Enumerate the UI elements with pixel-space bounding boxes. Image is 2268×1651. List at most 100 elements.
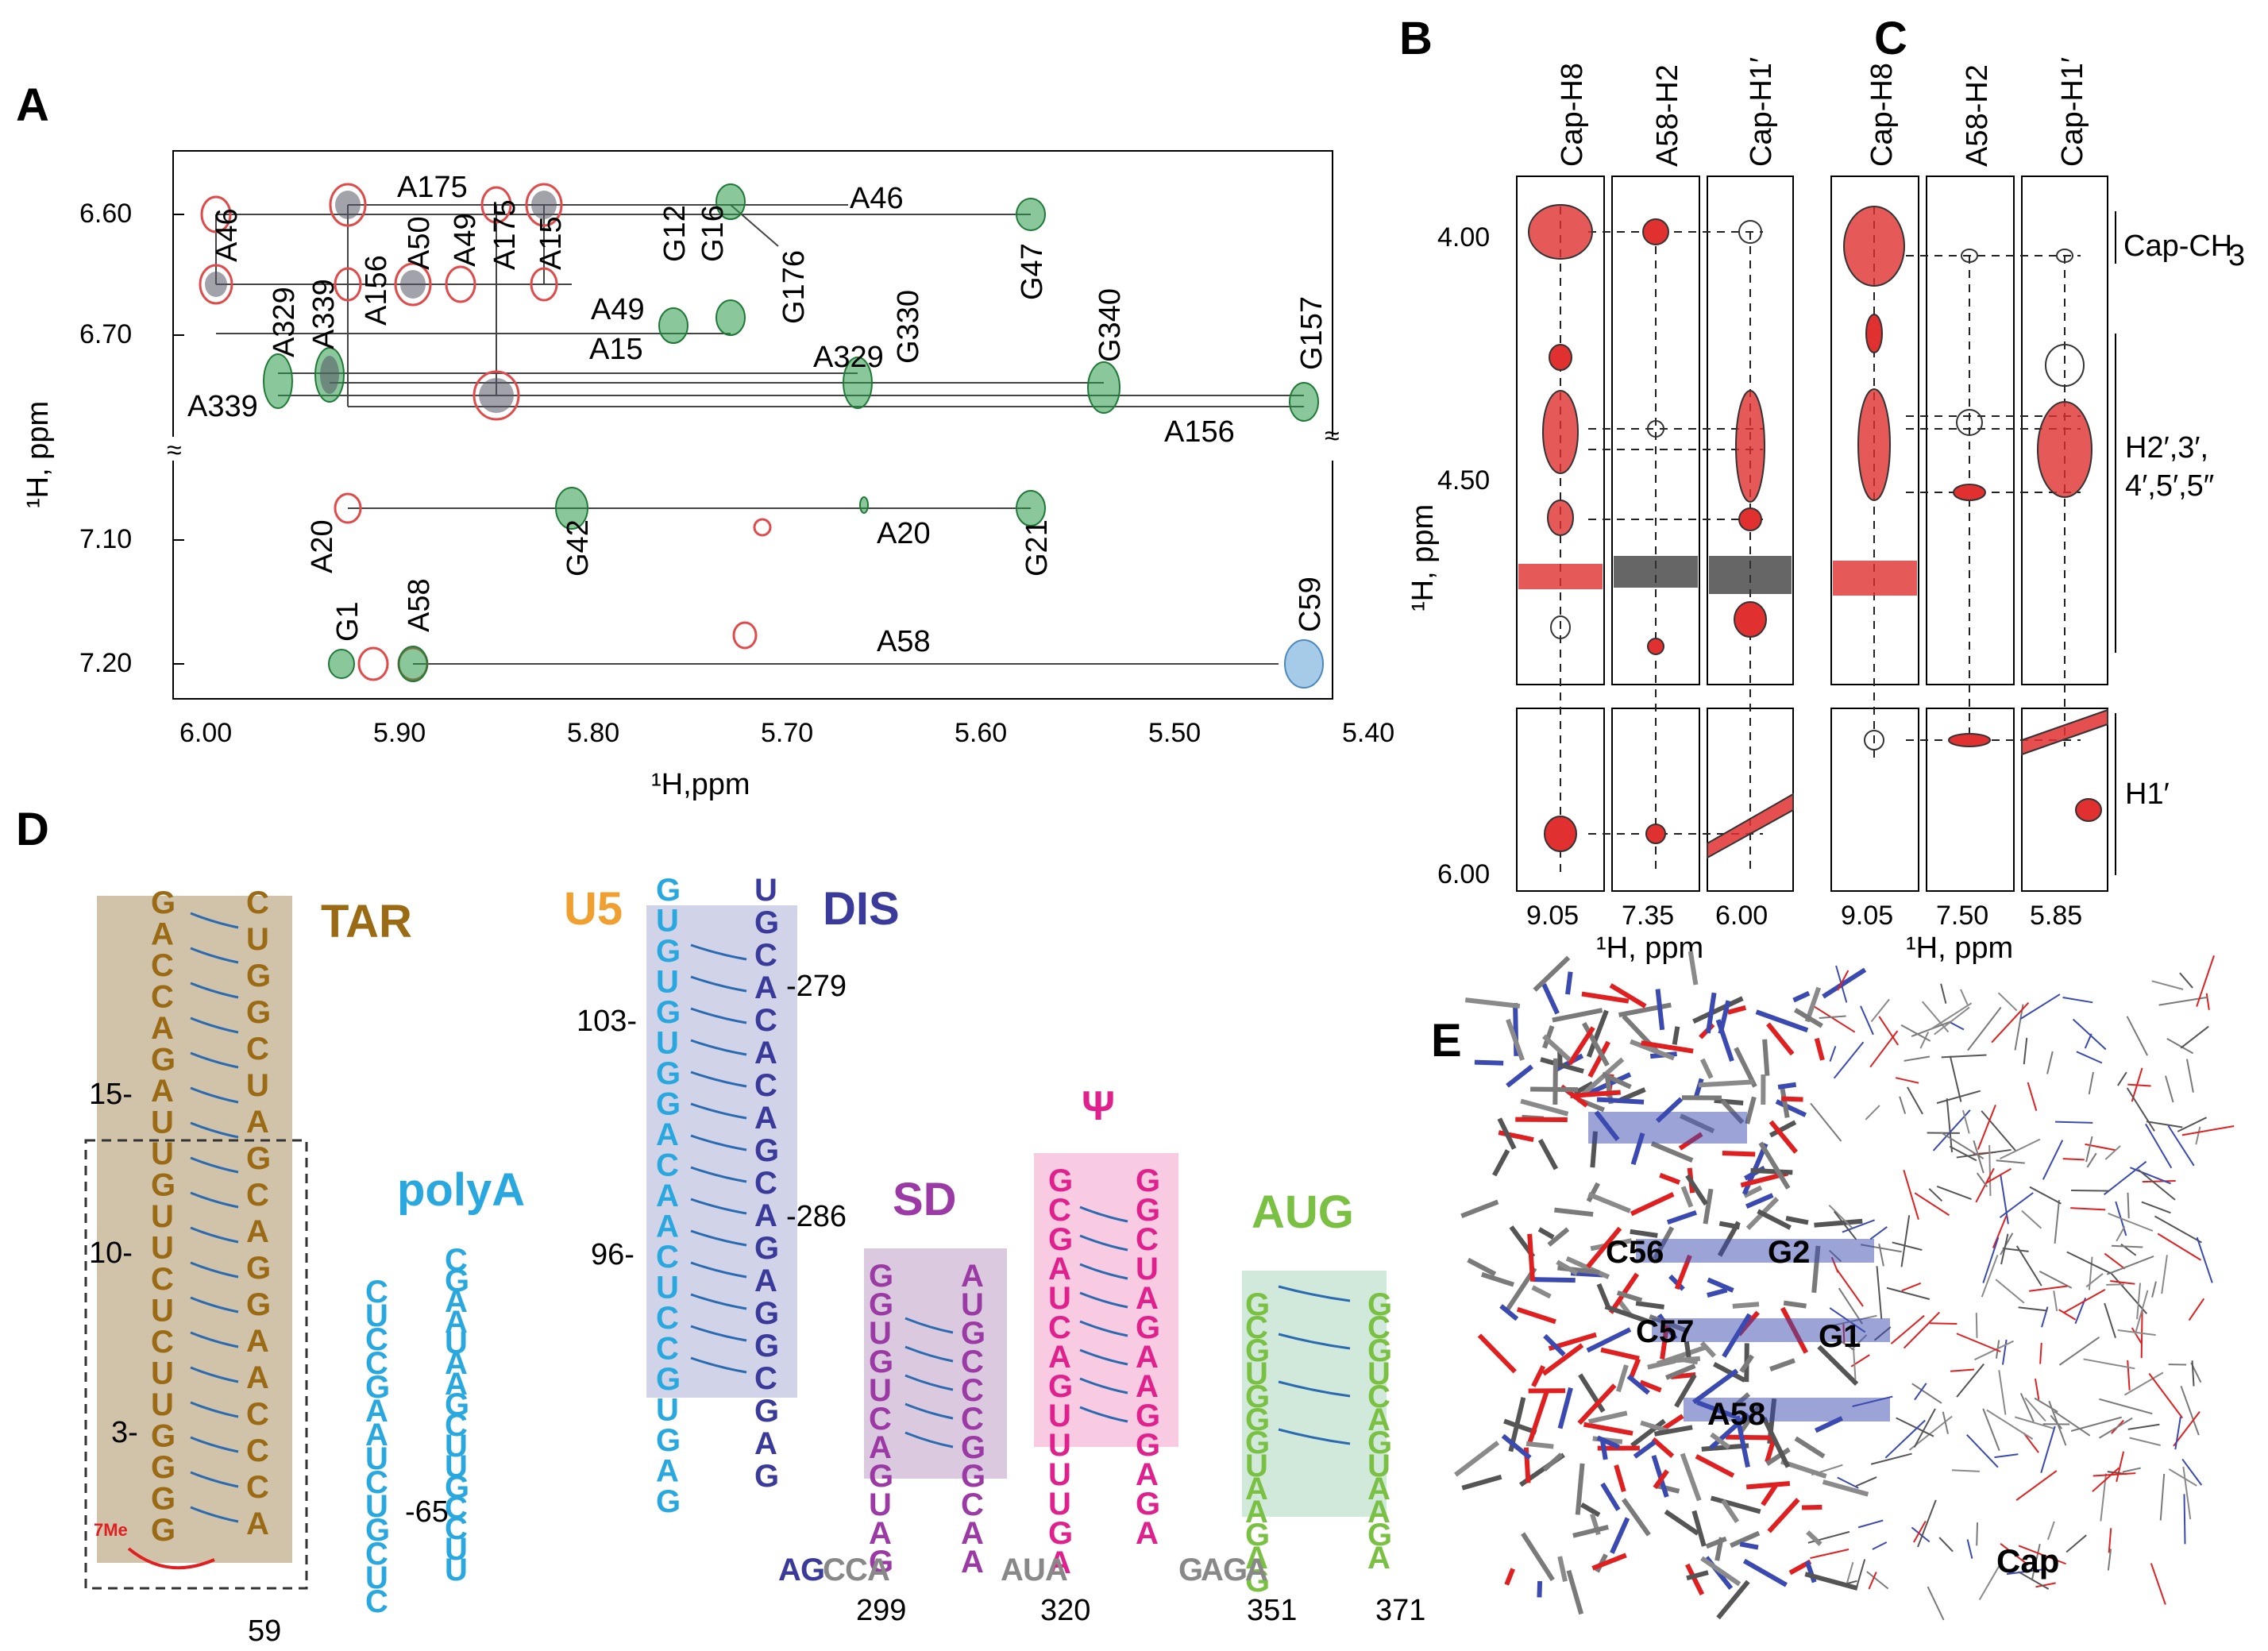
bond-stick <box>1713 1361 1746 1383</box>
bond-stick <box>2066 1534 2087 1553</box>
bond-stick <box>2180 1025 2209 1049</box>
bond-stick <box>1698 1079 1754 1088</box>
nucleotide: G <box>1245 1287 1270 1322</box>
label: A15 <box>589 333 643 366</box>
bond-stick <box>1904 1055 1930 1062</box>
noe-arrow <box>190 1471 239 1488</box>
bond-stick <box>1477 1333 1517 1374</box>
label: G330 <box>892 290 925 364</box>
tar-label: TAR <box>321 896 412 947</box>
bond-stick <box>2092 1467 2120 1492</box>
bond-stick <box>2042 1140 2064 1180</box>
bond-stick <box>1780 1096 1803 1102</box>
bond-stick <box>2142 1179 2176 1183</box>
bond-stick <box>2151 1281 2157 1298</box>
bond-stick <box>1570 1090 1621 1099</box>
nucleotide: U <box>151 1356 174 1391</box>
bond-stick <box>1869 1030 1899 1068</box>
nucleotide: G <box>246 1287 271 1322</box>
bond-stick <box>2195 1126 2201 1145</box>
bond-stick <box>1600 1482 1621 1511</box>
bond-stick <box>1833 1041 1865 1079</box>
nucleotide: G <box>1245 1518 1270 1553</box>
nucleotide: C <box>961 1344 984 1379</box>
bond-stick <box>1999 1192 2034 1218</box>
bond-stick <box>1557 1387 1573 1429</box>
nucleotide: C <box>754 938 777 973</box>
noe-arrow <box>1278 1333 1351 1350</box>
bond-stick <box>1686 1570 1709 1581</box>
panel-e-letter: E <box>1431 1015 1462 1067</box>
bond-stick <box>1907 1086 1923 1115</box>
psi-box <box>1034 1153 1178 1447</box>
noe-arrow <box>690 1070 747 1088</box>
bond-stick <box>1942 1411 1949 1434</box>
bond-stick <box>1886 1286 1930 1300</box>
bond-stick <box>2131 1067 2143 1102</box>
nucleotide: G <box>1367 1333 1392 1368</box>
bond-stick <box>2002 1247 2029 1252</box>
noe-arrow <box>690 1293 747 1310</box>
nucleotide: C <box>1048 1193 1071 1228</box>
panel-b-letter: B <box>1399 13 1433 64</box>
label: C59 <box>1294 577 1327 632</box>
panel-a-xlabel: ¹H,ppm <box>651 768 750 801</box>
nucleotide: A <box>656 1117 679 1152</box>
bond-stick <box>1699 1340 1717 1358</box>
bond-stick <box>1542 1452 1564 1472</box>
bond-stick <box>1655 989 1665 1031</box>
bond-stick <box>1936 1090 1981 1105</box>
noe-arrow <box>690 1356 747 1374</box>
nucleotide: G <box>754 905 779 940</box>
bond-stick <box>2129 1437 2161 1446</box>
bond-stick <box>2205 993 2210 1010</box>
nucleotide: U <box>151 1105 174 1140</box>
bond-stick <box>2157 1232 2202 1261</box>
bond-stick <box>1630 1229 1658 1238</box>
tar-dashed-box <box>84 1139 308 1590</box>
nucleotide: A <box>1048 1252 1071 1286</box>
bond-stick <box>2040 1425 2056 1473</box>
col-label: A58-H2 <box>1651 64 1684 167</box>
bond-stick <box>1982 1236 2000 1283</box>
bond-stick <box>2117 1329 2156 1337</box>
bond-stick <box>1793 1008 1823 1028</box>
bond-stick <box>2126 1087 2155 1132</box>
noe-arrow <box>690 1325 747 1342</box>
nucleotide: G <box>754 1296 779 1331</box>
bond-stick <box>1692 996 1744 1024</box>
bond-stick <box>1676 1356 1699 1365</box>
bond-stick <box>1946 1098 1953 1153</box>
bond-stick <box>1739 1541 1759 1550</box>
nucleotide: G <box>151 885 176 920</box>
noe-arrow <box>190 1226 239 1244</box>
bond-stick <box>2085 1273 2104 1288</box>
bond-stick <box>2107 1549 2112 1571</box>
bond-stick <box>1506 1018 1525 1061</box>
nucleotide: G <box>800 1553 825 1587</box>
bond-stick <box>2106 1256 2154 1275</box>
bond-stick <box>1978 1564 2000 1601</box>
bond-stick <box>2108 1528 2112 1553</box>
pos-label: 351 <box>1247 1594 1297 1627</box>
panel-b: B Cap-H8 A58-H2 Cap-H1′ 4.00 4.50 6.00 ¹… <box>1399 13 1794 965</box>
bond-stick <box>2188 1298 2205 1321</box>
bond-stick <box>2167 1125 2195 1167</box>
bond-stick <box>1755 1009 1809 1033</box>
noe-arrow <box>690 1198 747 1215</box>
nucleotide: G <box>1367 1425 1392 1460</box>
noe-arrow <box>690 1102 747 1120</box>
bond-stick <box>1647 1358 1676 1370</box>
struct-label: C56 <box>1606 1235 1664 1270</box>
nucleotide: A <box>1048 1340 1071 1375</box>
bond-stick <box>1541 1024 1555 1049</box>
col-label: A58-H2 <box>1961 64 1994 167</box>
bond-stick <box>1572 1525 1609 1538</box>
bond-stick <box>1835 1268 1864 1307</box>
bond-stick <box>1565 1256 1610 1279</box>
bond-stick <box>1878 1016 1900 1046</box>
bond-stick <box>2103 1160 2147 1196</box>
bond-stick <box>1997 992 2018 1012</box>
bond-stick <box>2127 1192 2130 1219</box>
